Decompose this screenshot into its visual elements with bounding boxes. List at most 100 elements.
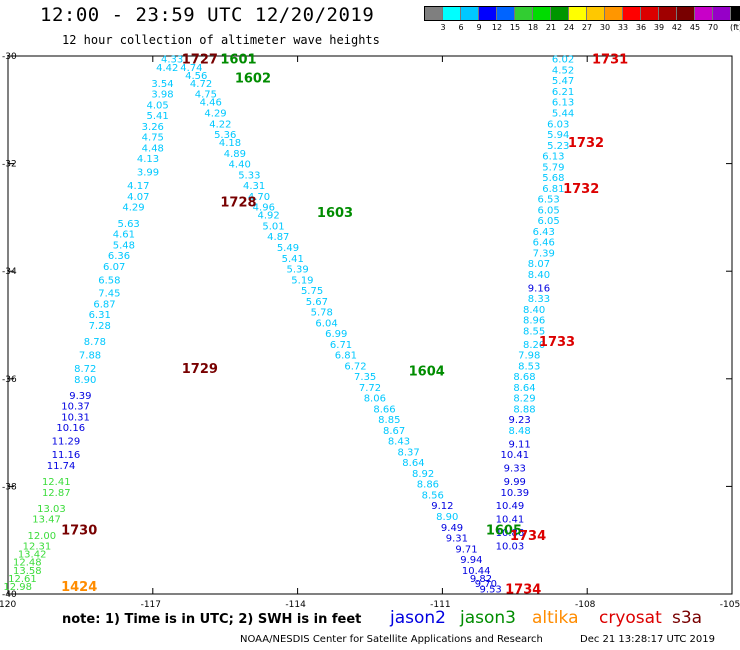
colorbar-label: 24 (563, 23, 575, 32)
pass-time-label: 1734 (505, 583, 541, 598)
y-tick-label: -40 (2, 590, 17, 600)
swh-label: 5.49 (277, 243, 299, 254)
swh-label: 5.23 (547, 141, 569, 152)
colorbar-swatch (551, 7, 569, 20)
x-tick-label: -114 (285, 600, 306, 610)
colorbar-swatch (695, 7, 713, 20)
pass-time-label: 1604 (409, 365, 445, 380)
swh-label: 3.99 (137, 168, 159, 179)
swh-label: 8.64 (513, 383, 535, 394)
swh-label: 6.36 (108, 251, 130, 262)
swh-label: 9.94 (460, 555, 482, 566)
swh-label: 4.42 (156, 63, 178, 74)
swh-label: 10.39 (500, 488, 529, 499)
colorbar-swatch (623, 7, 641, 20)
pass-time-label: 1731 (592, 53, 628, 68)
colorbar-label: 30 (599, 23, 611, 32)
swh-label: 8.33 (528, 294, 550, 305)
swh-label: 6.43 (533, 227, 555, 238)
colorbar-label: 6 (458, 23, 464, 32)
swh-label: 8.90 (436, 512, 458, 523)
legend-cryosat: cryosat (599, 608, 662, 628)
legend-row: note: 1) Time is in UTC; 2) SWH is in fe… (62, 608, 740, 632)
swh-label: 12.87 (42, 488, 71, 499)
colorbar-unit: (ft) (730, 23, 740, 32)
swh-label: 10.49 (496, 501, 525, 512)
swh-label: 4.46 (200, 98, 222, 109)
swh-label: 9.70 (475, 579, 497, 590)
pass-time-label: 1732 (568, 136, 604, 151)
swh-label: 12.00 (27, 531, 56, 542)
swh-label: 5.94 (547, 130, 569, 141)
y-tick-label: -36 (2, 375, 17, 385)
swh-label: 3.54 (151, 79, 173, 90)
swh-label: 12.48 (13, 558, 42, 569)
colorbar-swatch (497, 7, 515, 20)
colorbar-swatch (461, 7, 479, 20)
swh-label: 7.98 (518, 351, 540, 362)
swh-label: 11.74 (47, 461, 76, 472)
swh-label: 8.53 (518, 361, 540, 372)
colorbar-swatch (677, 7, 695, 20)
swh-label: 6.03 (547, 119, 569, 130)
swh-label: 4.72 (190, 79, 212, 90)
colorbar-label: 15 (509, 23, 521, 32)
legend-altika: altika (532, 608, 579, 628)
colorbar-swatch (713, 7, 731, 20)
swh-label: 6.58 (98, 275, 120, 286)
swh-label: 5.19 (291, 275, 313, 286)
swh-label: 10.31 (61, 412, 90, 423)
swh-label: 6.99 (325, 329, 347, 340)
swh-label: 8.55 (523, 326, 545, 337)
swh-label: 8.88 (513, 404, 535, 415)
swh-label: 4.52 (552, 65, 574, 76)
y-tick-label: -34 (2, 267, 17, 277)
pass-time-label: 1605 (486, 523, 522, 538)
swh-label: 4.33 (161, 55, 183, 66)
swh-label: 8.48 (508, 426, 530, 437)
swh-label: 4.74 (180, 63, 202, 74)
swh-label: 12.61 (8, 574, 37, 585)
swh-label: 6.02 (552, 55, 574, 66)
swh-label: 4.22 (209, 119, 231, 130)
swh-label: 4.92 (258, 211, 280, 222)
colorbar-swatch (605, 7, 623, 20)
colorbar-label: 21 (545, 23, 557, 32)
x-tick-label: -120 (0, 600, 16, 610)
swh-label: 4.29 (204, 108, 226, 119)
swh-label: 5.48 (113, 240, 135, 251)
swh-label: 4.40 (229, 160, 251, 171)
colorbar-label: 36 (635, 23, 647, 32)
swh-label: 6.53 (537, 195, 559, 206)
swh-label: 5.63 (118, 219, 140, 230)
swh-label: 6.81 (335, 351, 357, 362)
swh-label: 6.07 (103, 262, 125, 273)
swh-label: 5.33 (238, 170, 260, 181)
swh-label: 4.29 (122, 203, 144, 214)
swh-label: 12.41 (42, 477, 71, 488)
swh-label: 9.99 (504, 477, 526, 488)
swh-label: 4.61 (113, 230, 135, 241)
swh-label: 7.88 (79, 351, 101, 362)
pass-time-label: 1734 (510, 529, 546, 544)
swh-label: 12.98 (3, 582, 32, 593)
swh-label: 9.12 (431, 501, 453, 512)
swh-label: 6.31 (89, 310, 111, 321)
swh-label: 13.47 (32, 515, 61, 526)
swh-label: 10.86 (496, 528, 525, 539)
swh-label: 8.20 (523, 340, 545, 351)
swh-label: 5.75 (301, 286, 323, 297)
swh-label: 5.01 (262, 221, 284, 232)
pass-time-label: 1733 (539, 335, 575, 350)
swh-label: 8.40 (528, 270, 550, 281)
swh-label: 8.78 (84, 337, 106, 348)
colorbar-swatch (587, 7, 605, 20)
swh-label: 9.39 (69, 391, 91, 402)
swh-label: 6.05 (537, 216, 559, 227)
legend-s3a: s3a (672, 608, 703, 628)
colorbar-swatch (641, 7, 659, 20)
swh-label: 8.64 (402, 458, 424, 469)
swh-label: 9.23 (508, 415, 530, 426)
swh-label: 4.89 (224, 149, 246, 160)
